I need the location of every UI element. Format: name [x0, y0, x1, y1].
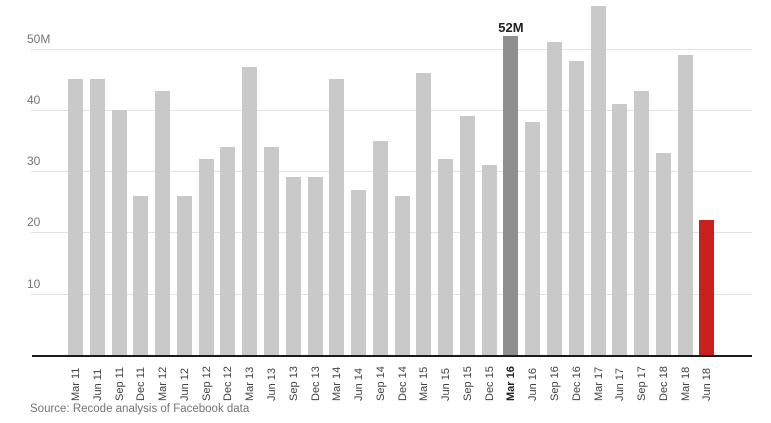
x-axis-label: Mar 18: [679, 366, 692, 401]
bar: [568, 60, 584, 355]
x-axis-label: Jun 16: [527, 367, 540, 401]
gridline: [31, 171, 752, 173]
x-axis-label: Jun 18: [701, 367, 714, 401]
bar: [438, 158, 454, 355]
gridline: [31, 232, 752, 234]
x-axis-label: Sep 11: [113, 366, 126, 401]
bar: [525, 122, 541, 355]
x-axis-line: [32, 355, 752, 357]
bar: [307, 177, 323, 355]
x-axis-label: Sep 15: [461, 366, 474, 401]
x-axis-label: Jun 15: [440, 367, 453, 401]
y-axis-label: 30: [27, 154, 41, 169]
bar: [198, 158, 214, 355]
x-axis-label: Dec 12: [222, 366, 235, 401]
bar: [394, 195, 410, 355]
bar: [155, 91, 171, 355]
bar: [677, 54, 693, 355]
x-axis-label: Dec 11: [135, 366, 148, 401]
x-axis-label: Sep 17: [636, 366, 648, 401]
bar: [459, 115, 475, 355]
x-axis-label: Dec 16: [570, 366, 583, 401]
bar: [242, 66, 258, 355]
gridline: [31, 109, 752, 111]
x-axis-label: Jun 13: [265, 367, 278, 401]
x-axis-label: Sep 13: [287, 366, 300, 401]
bar: [481, 165, 497, 355]
bar: [416, 73, 432, 355]
x-axis-label: Jun 17: [614, 367, 627, 401]
bar: [89, 79, 105, 355]
bar: [68, 79, 83, 355]
bar: [546, 42, 562, 355]
x-axis-label: Sep 16: [548, 366, 561, 401]
gridline: [31, 48, 752, 50]
y-axis-label: 20: [27, 215, 41, 230]
bar: [351, 189, 366, 355]
x-axis-label: Jun 11: [91, 368, 104, 401]
x-axis-label: Jun 14: [353, 367, 365, 401]
bar: [329, 79, 345, 355]
x-axis-label: Mar 11: [70, 367, 82, 401]
bar: [220, 146, 236, 355]
source-note: Source: Recode analysis of Facebook data: [30, 403, 250, 415]
x-axis-label: Mar 12: [157, 366, 170, 401]
bar: [634, 91, 649, 355]
x-axis-label: Mar 17: [592, 366, 605, 401]
bar: [503, 36, 519, 355]
gridline: [31, 293, 752, 295]
bar: [590, 5, 606, 355]
x-axis-label: Jun 12: [178, 367, 191, 401]
x-axis-label: Sep 14: [374, 366, 387, 401]
x-axis-label: Mar 14: [331, 366, 344, 401]
y-axis-label: 10: [27, 276, 41, 291]
bar: [655, 152, 671, 355]
x-axis-label: Mar 13: [244, 366, 257, 401]
bar: [176, 195, 192, 355]
bar: [372, 140, 388, 355]
x-axis-label: Dec 15: [483, 366, 496, 401]
bar: [111, 109, 127, 355]
bar: [612, 103, 628, 355]
value-annotation: 52M: [498, 20, 524, 35]
x-axis-label: Sep 12: [200, 366, 213, 401]
y-axis-label: 40: [27, 92, 41, 107]
x-axis-label: Mar 15: [418, 366, 431, 401]
bar: [263, 146, 279, 355]
y-axis-label: 50M: [27, 31, 51, 46]
x-axis-label: Dec 14: [396, 366, 409, 401]
x-axis-label: Dec 13: [309, 366, 322, 401]
x-axis-label: Dec 18: [657, 366, 670, 401]
bar: [285, 177, 301, 355]
bar: [699, 220, 715, 355]
bar: [133, 195, 149, 355]
x-axis-label: Mar 16: [505, 366, 518, 401]
